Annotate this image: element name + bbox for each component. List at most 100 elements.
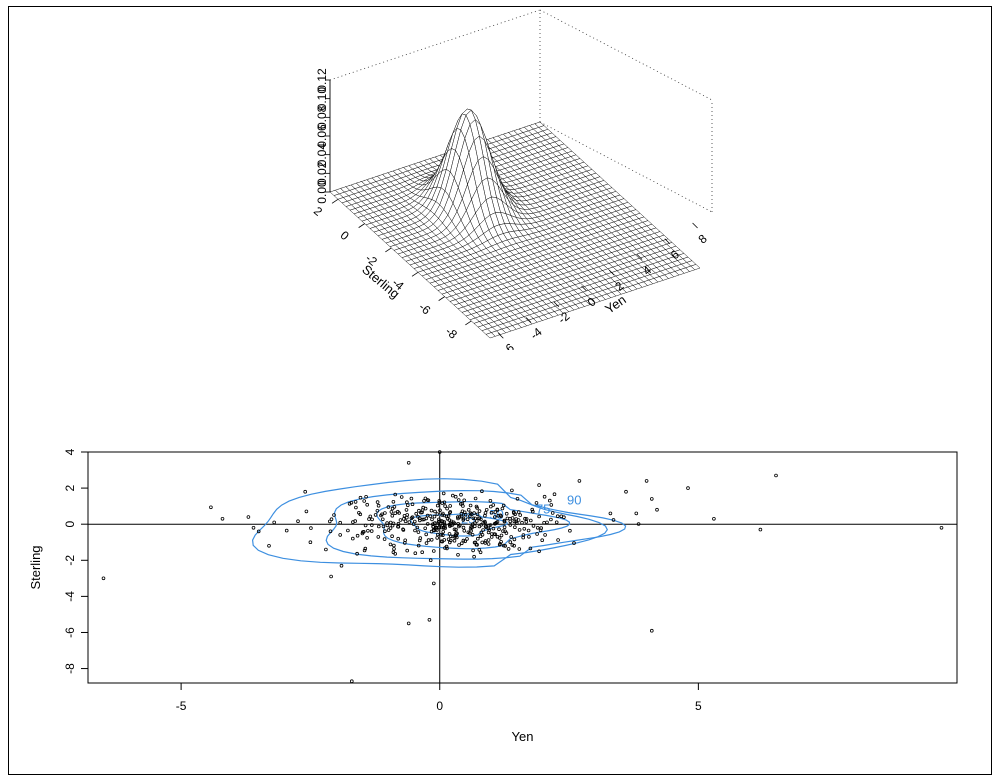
scatter-point — [405, 513, 410, 517]
scatter-point — [471, 516, 476, 521]
contour-level-label: 50 — [489, 507, 503, 522]
scatter-point — [338, 533, 343, 537]
scatter-point — [425, 522, 430, 526]
scatter-point — [393, 511, 398, 515]
scatter-point — [396, 536, 401, 541]
scatter-point — [267, 544, 271, 548]
contour-level-label: 90 — [567, 492, 581, 507]
scatter-point — [608, 511, 613, 516]
scatter-point — [509, 535, 514, 539]
sterling-tick — [438, 296, 445, 301]
scatter-point — [363, 523, 368, 528]
scatter-point — [489, 510, 494, 515]
scatter-point — [486, 530, 491, 535]
scatter-point — [309, 526, 313, 530]
scatter-point — [383, 529, 387, 533]
scatter-point — [410, 515, 415, 519]
scatter-point — [392, 543, 396, 548]
scatter-point — [523, 516, 527, 521]
scatter-point — [526, 528, 531, 533]
scatter-point — [508, 519, 513, 524]
scatter-point — [441, 525, 446, 530]
scatter-point — [405, 503, 410, 508]
scatter-point — [220, 517, 225, 521]
scatter-point — [327, 519, 332, 524]
scatter-point — [468, 511, 473, 515]
scatter-point — [304, 509, 309, 514]
scatter-point — [376, 503, 381, 508]
scatter-point — [413, 551, 418, 555]
scatter-point — [624, 489, 628, 494]
scatter-point — [452, 527, 457, 532]
scatter-point — [391, 521, 396, 526]
scatter-point — [462, 529, 467, 533]
yen-tick — [636, 254, 643, 260]
z-tick-label: 0.10 — [315, 87, 329, 111]
scatter-point — [758, 527, 763, 532]
scatter-point — [375, 509, 380, 513]
scatter-point — [423, 526, 428, 531]
scatter-point — [369, 523, 374, 527]
yen-tick — [664, 238, 671, 245]
scatter-point — [550, 511, 555, 515]
y-tick-label: -6 — [63, 627, 77, 638]
scatter-point — [477, 524, 482, 529]
scatter-point — [467, 514, 472, 519]
scatter-point — [424, 516, 429, 521]
scatter-point — [346, 528, 350, 533]
scatter-point — [416, 543, 421, 548]
scatter-point — [448, 524, 452, 528]
scatter-point — [350, 536, 355, 541]
y-tick-label: 4 — [63, 448, 77, 455]
box-edge — [539, 9, 713, 101]
scatter-point — [424, 541, 429, 545]
scatter-point — [644, 479, 649, 483]
scatter-point — [542, 494, 547, 499]
sterling-tick-label: 2 — [311, 204, 325, 219]
scatter-point — [514, 521, 519, 525]
scatter-point — [386, 528, 391, 532]
scatter-point — [474, 519, 479, 523]
sterling-tick — [411, 271, 419, 277]
scatter-point — [420, 550, 425, 554]
scatter-point — [461, 518, 466, 522]
scatter-point — [410, 502, 415, 506]
sterling-tick — [331, 198, 339, 204]
box-edge — [539, 121, 713, 213]
scatter-point — [392, 505, 397, 509]
scatter-point — [428, 558, 433, 563]
scatter-point — [368, 514, 373, 519]
scatter-point — [303, 489, 308, 494]
scatter-point — [256, 529, 261, 534]
scatter-point — [572, 541, 576, 545]
scatter-point — [493, 510, 498, 514]
scatter-point — [468, 527, 473, 531]
scatter-point — [438, 522, 443, 526]
scatter-point — [477, 509, 482, 513]
scatter-point — [522, 527, 527, 531]
y-tick-label: 2 — [63, 484, 77, 491]
scatter-point — [480, 489, 484, 493]
scatter-point — [380, 517, 385, 522]
z-tick-label: 0.02 — [315, 161, 329, 185]
z-tick-label: 0.08 — [315, 105, 329, 129]
scatter-points — [101, 450, 944, 684]
z-tick-label: 0.04 — [315, 143, 329, 167]
scatter-point — [421, 505, 426, 510]
scatter-point — [488, 523, 493, 527]
yen-tick-label: -4 — [527, 325, 544, 343]
scatter-point — [611, 518, 616, 522]
scatter-point — [411, 522, 416, 526]
scatter-point — [502, 519, 507, 524]
scatter-point — [385, 521, 389, 525]
scatter-point — [388, 542, 393, 547]
scatter-point — [473, 496, 478, 501]
scatter-point — [284, 528, 289, 533]
scatter-point — [545, 520, 549, 525]
scatter-point — [469, 525, 473, 529]
scatter-point — [520, 520, 524, 525]
scatter-point — [503, 529, 507, 534]
scatter-point — [406, 621, 411, 626]
scatter-point — [442, 513, 447, 518]
